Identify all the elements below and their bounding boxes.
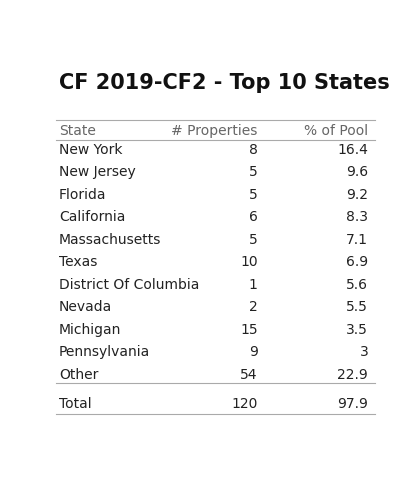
Text: 54: 54 <box>240 368 257 382</box>
Text: District Of Columbia: District Of Columbia <box>59 278 200 292</box>
Text: 97.9: 97.9 <box>337 397 368 411</box>
Text: New York: New York <box>59 143 123 157</box>
Text: Nevada: Nevada <box>59 300 112 314</box>
Text: 9.6: 9.6 <box>346 165 368 179</box>
Text: 5: 5 <box>249 188 257 202</box>
Text: 3: 3 <box>360 345 368 359</box>
Text: 1: 1 <box>249 278 257 292</box>
Text: CF 2019-CF2 - Top 10 States: CF 2019-CF2 - Top 10 States <box>59 74 390 94</box>
Text: 2: 2 <box>249 300 257 314</box>
Text: 120: 120 <box>231 397 257 411</box>
Text: 9: 9 <box>249 345 257 359</box>
Text: # Properties: # Properties <box>171 124 257 138</box>
Text: 22.9: 22.9 <box>338 368 368 382</box>
Text: % of Pool: % of Pool <box>304 124 368 138</box>
Text: 5.5: 5.5 <box>346 300 368 314</box>
Text: 15: 15 <box>240 323 257 337</box>
Text: California: California <box>59 210 126 225</box>
Text: 5: 5 <box>249 165 257 179</box>
Text: Florida: Florida <box>59 188 107 202</box>
Text: 5.6: 5.6 <box>346 278 368 292</box>
Text: 5: 5 <box>249 233 257 247</box>
Text: 6.9: 6.9 <box>346 255 368 269</box>
Text: 10: 10 <box>240 255 257 269</box>
Text: 8: 8 <box>249 143 257 157</box>
Text: Total: Total <box>59 397 92 411</box>
Text: Pennsylvania: Pennsylvania <box>59 345 150 359</box>
Text: Texas: Texas <box>59 255 97 269</box>
Text: 8.3: 8.3 <box>346 210 368 225</box>
Text: State: State <box>59 124 96 138</box>
Text: 9.2: 9.2 <box>346 188 368 202</box>
Text: 16.4: 16.4 <box>337 143 368 157</box>
Text: Michigan: Michigan <box>59 323 121 337</box>
Text: New Jersey: New Jersey <box>59 165 136 179</box>
Text: 3.5: 3.5 <box>346 323 368 337</box>
Text: Massachusetts: Massachusetts <box>59 233 161 247</box>
Text: 6: 6 <box>249 210 257 225</box>
Text: 7.1: 7.1 <box>346 233 368 247</box>
Text: Other: Other <box>59 368 98 382</box>
